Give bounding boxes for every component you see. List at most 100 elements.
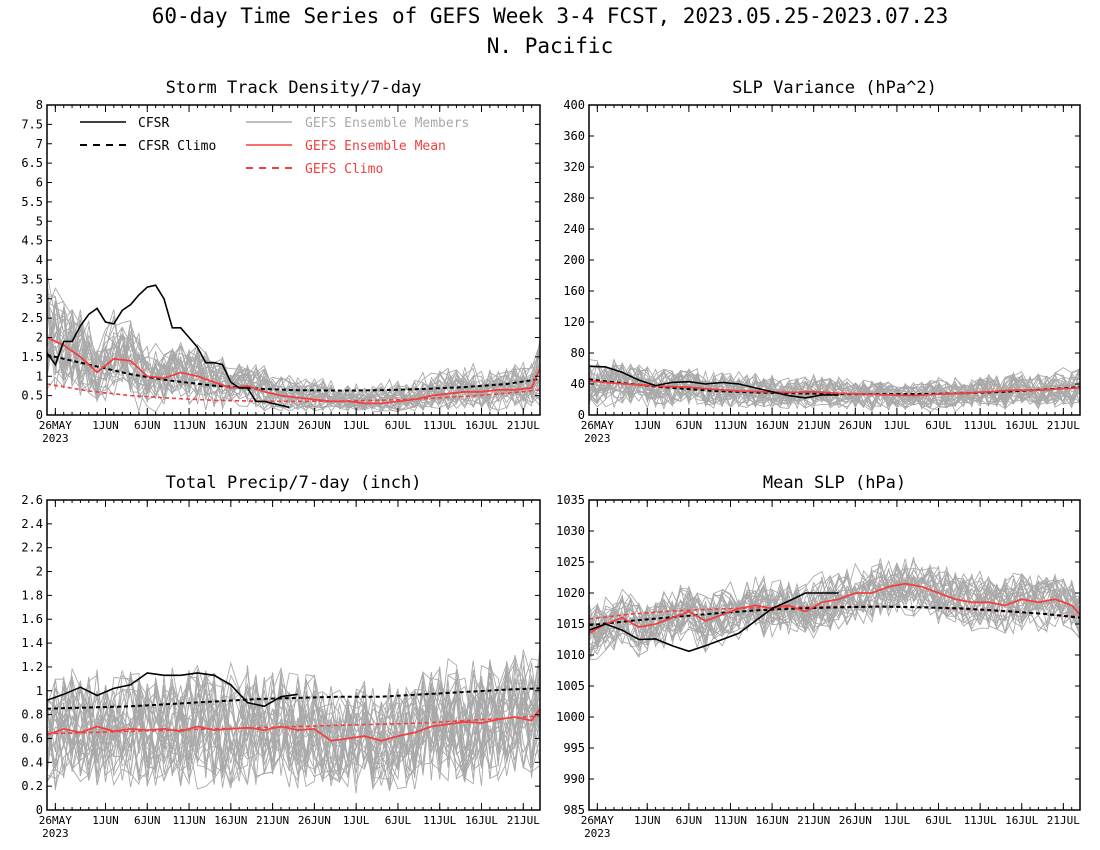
- x-tick-label: 26JUN: [839, 419, 872, 432]
- figure-subtitle: N. Pacific: [486, 34, 614, 58]
- x-tick-label: 21JUL: [507, 419, 540, 432]
- ensemble-member-line: [47, 661, 540, 773]
- panel-slp-variance: SLP Variance (hPa^2) 0 40 80 120 160 200 240 280…: [563, 78, 1081, 445]
- x-tick-label: 1JUN: [92, 814, 119, 827]
- ensemble-member-line: [47, 674, 540, 789]
- y-tick-label: 995: [563, 741, 585, 755]
- y-tick-label: 985: [563, 803, 585, 817]
- cfsr-line: [47, 672, 298, 708]
- ensemble-member-line: [47, 669, 540, 785]
- x-tick-label: 6JUN: [676, 814, 703, 827]
- y-tick-label: 1020: [556, 586, 585, 600]
- y-tick-label: 2: [36, 331, 43, 345]
- figure-title: 60-day Time Series of GEFS Week 3-4 FCST…: [151, 4, 949, 28]
- y-tick-label: 280: [563, 191, 585, 205]
- y-tick-label: 1035: [556, 493, 585, 507]
- ensemble-member-line: [47, 669, 540, 790]
- ensemble-member-line: [589, 567, 1080, 644]
- x-tick-label: 6JUN: [134, 419, 161, 432]
- plot-frame: [46, 499, 541, 811]
- ensemble-member-line: [47, 321, 540, 411]
- x-tick-label: 16JUL: [1005, 814, 1038, 827]
- x-tick-label: 11JUN: [172, 419, 205, 432]
- x-tick-label: 26MAY: [581, 419, 614, 432]
- y-tick-label: 320: [563, 160, 585, 174]
- legend-label: CFSR Climo: [138, 139, 216, 154]
- x-tick-label: 11JUN: [714, 814, 747, 827]
- y-tick-label: 0.6: [21, 731, 43, 745]
- y-tick-label: 1.5: [21, 350, 43, 364]
- x-tick-label: 16JUL: [465, 814, 498, 827]
- x-tick-label: 26MAY: [581, 814, 614, 827]
- ensemble-member-line: [589, 364, 1080, 410]
- y-tick-label: 2.4: [21, 517, 43, 531]
- ensemble-member-line: [589, 366, 1080, 409]
- y-tick-label: 5.5: [21, 195, 43, 209]
- x-tick-label: 6JUL: [385, 814, 412, 827]
- cfsr-line: [589, 592, 839, 653]
- y-tick-label: 360: [563, 129, 585, 143]
- panel-title: SLP Variance (hPa^2): [732, 78, 937, 98]
- y-tick-label: 40: [571, 377, 585, 391]
- cfsr-climo-line: [589, 378, 1080, 396]
- ensemble-member-line: [47, 660, 540, 785]
- ensemble-mean-line: [47, 708, 540, 742]
- y-tick-label: 1.8: [21, 588, 43, 602]
- y-tick-label: 1: [36, 369, 43, 383]
- ensemble-member-line: [47, 343, 540, 411]
- y-tick-label: 1000: [556, 710, 585, 724]
- x-tick-label: 6JUL: [925, 419, 952, 432]
- ensemble-member-line: [47, 670, 540, 790]
- y-tick-label: 0: [36, 803, 43, 817]
- x-tick-label: 11JUN: [172, 814, 205, 827]
- y-tick-label: 1.2: [21, 660, 43, 674]
- y-tick-label: 1005: [556, 679, 585, 693]
- ensemble-members: [47, 647, 540, 794]
- x-tick-label: 26JUN: [298, 814, 331, 827]
- x-tick-label: 1JUN: [634, 814, 661, 827]
- x-year-label: 2023: [584, 432, 611, 445]
- cfsr-line: [589, 365, 839, 399]
- x-tick-label: 1JUL: [884, 814, 911, 827]
- y-tick-label: 1025: [556, 555, 585, 569]
- ensemble-member-line: [589, 363, 1080, 413]
- y-tick-label: 4.5: [21, 234, 43, 248]
- ensemble-member-line: [47, 300, 540, 410]
- y-tick-label: 0: [578, 408, 585, 422]
- y-tick-label: 80: [571, 346, 585, 360]
- x-year-label: 2023: [42, 432, 69, 445]
- x-tick-label: 21JUN: [797, 814, 830, 827]
- x-tick-label: 26JUN: [839, 814, 872, 827]
- x-tick-label: 11JUL: [964, 419, 997, 432]
- y-tick-label: 0.2: [21, 779, 43, 793]
- x-tick-label: 1JUL: [343, 419, 370, 432]
- x-tick-label: 1JUL: [884, 419, 911, 432]
- x-tick-label: 26JUN: [298, 419, 331, 432]
- y-tick-label: 3: [36, 292, 43, 306]
- x-tick-label: 16JUN: [214, 814, 247, 827]
- panel-title: Mean SLP (hPa): [763, 473, 906, 493]
- ensemble-mean-line: [589, 380, 1080, 397]
- x-year-label: 2023: [584, 827, 611, 840]
- y-tick-label: 2.5: [21, 311, 43, 325]
- x-tick-label: 21JUN: [797, 419, 830, 432]
- ensemble-member-line: [589, 567, 1080, 649]
- y-tick-label: 400: [563, 98, 585, 112]
- y-tick-label: 1010: [556, 648, 585, 662]
- ensemble-member-line: [47, 655, 540, 782]
- x-tick-label: 21JUL: [507, 814, 540, 827]
- y-tick-label: 6: [36, 176, 43, 190]
- panel-title: Total Precip/7-day (inch): [166, 473, 422, 493]
- cfsr-climo-line: [47, 353, 540, 392]
- x-tick-label: 16JUL: [465, 419, 498, 432]
- y-tick-label: 6.5: [21, 156, 43, 170]
- y-tick-label: 0.5: [21, 389, 43, 403]
- x-tick-label: 16JUN: [214, 419, 247, 432]
- ensemble-member-line: [589, 567, 1080, 647]
- x-tick-label: 21JUL: [1047, 419, 1080, 432]
- gefs-climo-line: [47, 383, 540, 403]
- x-tick-label: 11JUN: [714, 419, 747, 432]
- x-tick-label: 1JUL: [343, 814, 370, 827]
- plot-frame: [588, 104, 1081, 416]
